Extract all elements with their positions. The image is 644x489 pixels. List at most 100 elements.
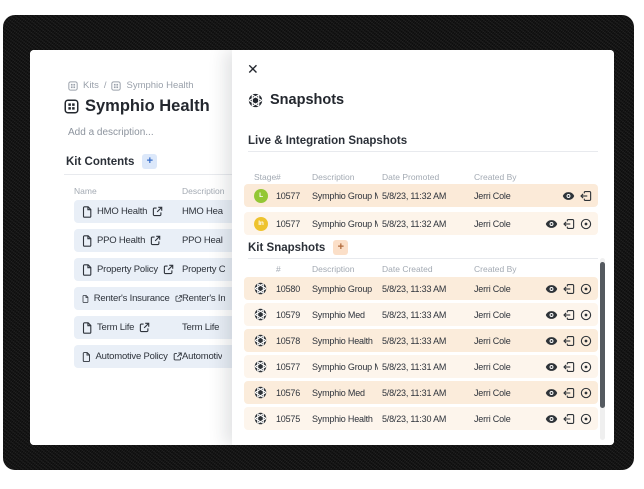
row-actions — [542, 218, 592, 230]
kit-content-name: Renter's Insurance — [93, 293, 170, 304]
kit-snapshots-heading: Kit Snapshots + — [248, 240, 349, 255]
snapshot-description: Symphio Group Main — [312, 361, 378, 372]
kit-detail-panel: Kits / Symphio Health Symphio Health Add… — [30, 50, 324, 445]
load-snapshot-icon[interactable] — [580, 190, 592, 202]
load-snapshot-icon[interactable] — [563, 361, 575, 373]
snapshot-aperture-icon — [254, 386, 267, 399]
external-link-icon[interactable] — [139, 322, 150, 333]
snapshot-created-by: Jerri Cole — [474, 190, 511, 201]
table-row[interactable]: 10577 Symphio Group Main 5/8/23, 11:31 A… — [244, 355, 598, 378]
kit-snapshots-heading-text: Kit Snapshots — [248, 241, 326, 254]
add-kit-snapshot-button[interactable]: + — [333, 240, 349, 255]
snapshot-aperture-icon — [254, 412, 267, 425]
snapshots-drawer: ✕ Snapshots Live & Integration Snapshots… — [232, 50, 614, 445]
kit-content-description: PPO Heal — [182, 235, 223, 246]
view-snapshot-icon[interactable] — [545, 414, 558, 424]
description-input[interactable]: Add a description... — [68, 127, 154, 138]
table-row[interactable]: In 10577 Symphio Group Main 5/8/23, 11:3… — [244, 212, 598, 235]
live-snapshots-table: L 10577 Symphio Group Main 5/8/23, 11:32… — [244, 184, 598, 240]
row-actions — [542, 387, 592, 399]
view-snapshot-icon[interactable] — [545, 362, 558, 372]
kit-icon — [64, 99, 79, 114]
external-link-icon[interactable] — [163, 264, 174, 275]
document-icon — [82, 263, 92, 276]
promote-snapshot-icon[interactable] — [580, 335, 592, 347]
external-link-icon[interactable] — [173, 351, 182, 362]
scrollbar-track[interactable] — [600, 258, 605, 440]
external-link-icon[interactable] — [175, 293, 182, 304]
snapshot-date: 5/8/23, 11:33 AM — [382, 335, 447, 346]
snapshot-created-by: Jerri Cole — [474, 335, 511, 346]
scrollbar-thumb[interactable] — [600, 262, 605, 408]
snapshot-aperture-icon — [254, 308, 267, 321]
snapshot-description: Symphio Health — [312, 335, 373, 346]
view-snapshot-icon[interactable] — [545, 310, 558, 320]
column-description: Description — [312, 264, 355, 274]
row-actions — [542, 190, 592, 202]
column-description: Description — [182, 186, 225, 196]
load-snapshot-icon[interactable] — [563, 218, 575, 230]
document-icon — [82, 234, 92, 247]
kit-content-name-cell: Automotive Policy — [82, 351, 182, 363]
view-snapshot-icon[interactable] — [545, 219, 558, 229]
table-row[interactable]: 10578 Symphio Health 5/8/23, 11:33 AM Je… — [244, 329, 598, 352]
promote-snapshot-icon[interactable] — [580, 413, 592, 425]
row-actions — [542, 361, 592, 373]
view-snapshot-icon[interactable] — [545, 284, 558, 294]
table-row[interactable]: L 10577 Symphio Group Main 5/8/23, 11:32… — [244, 184, 598, 207]
view-snapshot-icon[interactable] — [545, 388, 558, 398]
promote-snapshot-icon[interactable] — [580, 309, 592, 321]
table-row[interactable]: 10580 Symphio Group 5/8/23, 11:33 AM Jer… — [244, 277, 598, 300]
page-title-text: Symphio Health — [85, 97, 210, 115]
snapshot-description: Symphio Med — [312, 387, 365, 398]
column-description: Description — [312, 172, 355, 182]
kit-snapshots-table: 10580 Symphio Group 5/8/23, 11:33 AM Jer… — [244, 277, 598, 433]
kit-content-name: PPO Health — [97, 235, 146, 246]
kit-content-name-cell: Renter's Insurance — [82, 293, 182, 305]
promote-snapshot-icon[interactable] — [580, 218, 592, 230]
snapshot-number: 10578 — [276, 335, 301, 346]
document-icon — [82, 351, 90, 362]
column-stage: Stage — [254, 172, 277, 182]
kit-content-name: Property Policy — [97, 264, 158, 275]
kit-content-name: Term Life — [97, 322, 135, 333]
kit-content-description: Renter's In — [182, 293, 226, 304]
table-row[interactable]: 10576 Symphio Med 5/8/23, 11:31 AM Jerri… — [244, 381, 598, 404]
promote-snapshot-icon[interactable] — [580, 361, 592, 373]
divider — [248, 151, 598, 152]
load-snapshot-icon[interactable] — [563, 387, 575, 399]
row-actions — [542, 335, 592, 347]
load-snapshot-icon[interactable] — [563, 335, 575, 347]
kit-content-name: Automotive Policy — [95, 351, 168, 362]
promote-snapshot-icon[interactable] — [580, 387, 592, 399]
external-link-icon[interactable] — [150, 235, 161, 246]
snapshot-created-by: Jerri Cole — [474, 218, 511, 229]
kit-snapshots-table-header: # Description Date Created Created By — [244, 262, 598, 276]
column-created-by: Created By — [474, 264, 517, 274]
close-icon[interactable]: ✕ — [247, 61, 259, 77]
external-link-icon[interactable] — [152, 206, 163, 217]
view-snapshot-icon[interactable] — [562, 191, 575, 201]
view-snapshot-icon[interactable] — [545, 336, 558, 346]
kit-content-name-cell: Property Policy — [82, 263, 182, 276]
load-snapshot-icon[interactable] — [563, 283, 575, 295]
snapshot-number: 10577 — [276, 361, 301, 372]
snapshot-created-by: Jerri Cole — [474, 361, 511, 372]
snapshot-description: Symphio Group Main — [312, 218, 378, 229]
breadcrumb-separator: / — [103, 80, 107, 91]
column-number: # — [276, 172, 281, 182]
load-snapshot-icon[interactable] — [563, 309, 575, 321]
column-name: Name — [74, 186, 97, 196]
column-date-created: Date Created — [382, 264, 433, 274]
add-kit-content-button[interactable]: + — [142, 154, 158, 169]
load-snapshot-icon[interactable] — [563, 413, 575, 425]
row-actions — [542, 309, 592, 321]
snapshot-number: 10579 — [276, 309, 301, 320]
kit-icon — [68, 80, 78, 91]
document-icon — [82, 321, 92, 334]
table-row[interactable]: 10579 Symphio Med 5/8/23, 11:33 AM Jerri… — [244, 303, 598, 326]
breadcrumb-kits[interactable]: Kits — [83, 80, 99, 91]
document-icon — [82, 205, 92, 218]
promote-snapshot-icon[interactable] — [580, 283, 592, 295]
table-row[interactable]: 10575 Symphio Health 5/8/23, 11:30 AM Je… — [244, 407, 598, 430]
